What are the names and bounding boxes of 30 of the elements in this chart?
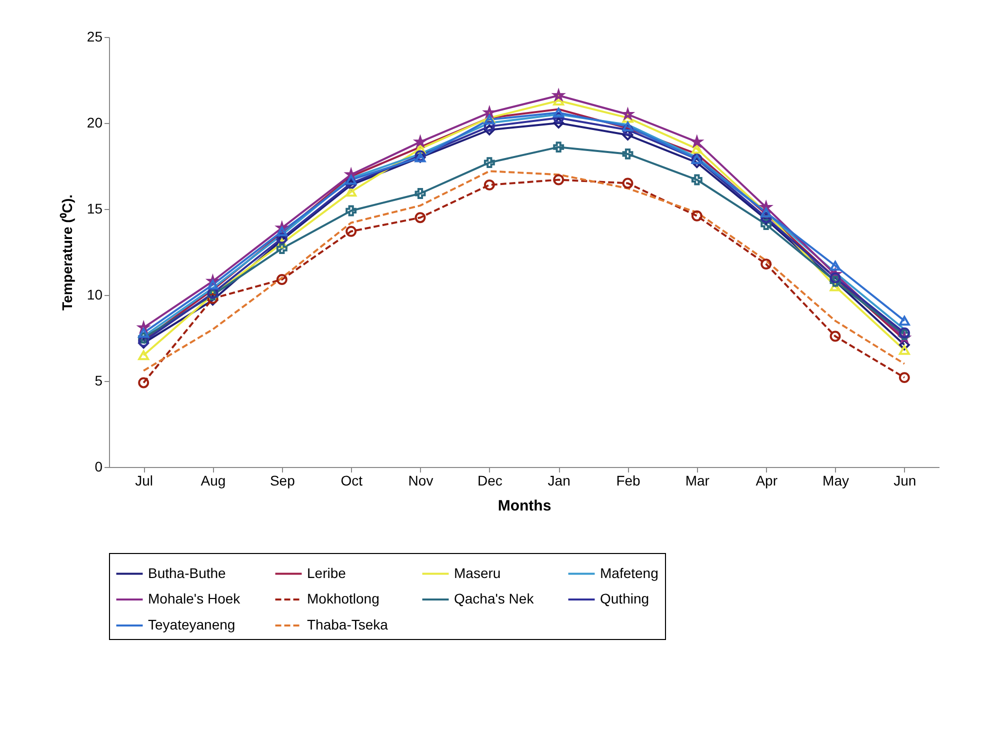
x-tick-label: Jan [548, 472, 570, 488]
x-tick-label: Nov [408, 472, 434, 488]
x-tick-label: Dec [477, 472, 502, 488]
y-axis-title: Temperature (⁰C). [58, 194, 75, 310]
legend-label: Mohale's Hoek [148, 590, 242, 606]
x-tick-label: Aug [200, 472, 226, 488]
legend-label: Thaba-Tseka [307, 616, 388, 632]
x-tick-label: Jun [894, 472, 916, 488]
x-tick-label: Mar [685, 472, 710, 488]
y-tick-label: 5 [94, 372, 103, 388]
y-tick-label: 15 [86, 200, 103, 216]
legend-label: Mafeteng [600, 564, 658, 581]
x-axis-title: Months [498, 498, 552, 514]
y-tick-label: 10 [86, 286, 103, 302]
x-tick-label: May [822, 472, 849, 488]
x-tick-label: Jul [135, 472, 154, 488]
legend-label: Leribe [307, 564, 346, 581]
legend-label: Mokhotlong [307, 590, 380, 606]
x-tick-label: Sep [270, 472, 296, 488]
legend-label: Maseru [454, 564, 501, 581]
x-tick-label: Oct [340, 472, 363, 488]
x-tick-label: Apr [756, 472, 778, 488]
x-tick-label: Feb [616, 472, 641, 488]
y-tick-label: 25 [86, 28, 103, 44]
legend-label: Butha-Buthe [148, 564, 226, 581]
legend-label: Qacha's Nek [454, 590, 535, 606]
y-tick-label: 20 [86, 114, 103, 130]
legend-label: Quthing [600, 590, 650, 606]
legend-label: Teyateyaneng [148, 616, 236, 632]
y-tick-label: 0 [94, 458, 103, 474]
